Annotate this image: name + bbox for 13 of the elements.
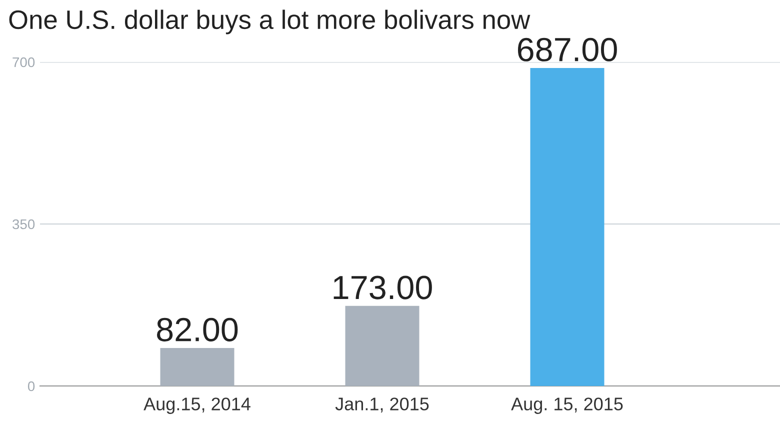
bar	[160, 348, 234, 386]
x-tick-label: Aug. 15, 2015	[511, 398, 623, 414]
data-label: 687.00	[518, 38, 617, 62]
x-tick-label: Jan.1, 2015	[335, 398, 429, 413]
y-tick-label: 0	[28, 381, 35, 392]
y-tick-label: 700	[12, 57, 35, 68]
y-tick-label: 350	[12, 219, 35, 230]
data-label: 173.00	[334, 276, 432, 300]
x-tick-label: Aug.15, 2014	[144, 398, 250, 414]
bar	[530, 68, 604, 386]
bar	[345, 306, 420, 386]
chart-title: One U.S. dollar buys a lot more bolivars now	[9, 10, 530, 34]
data-label: 82.00	[156, 318, 238, 342]
